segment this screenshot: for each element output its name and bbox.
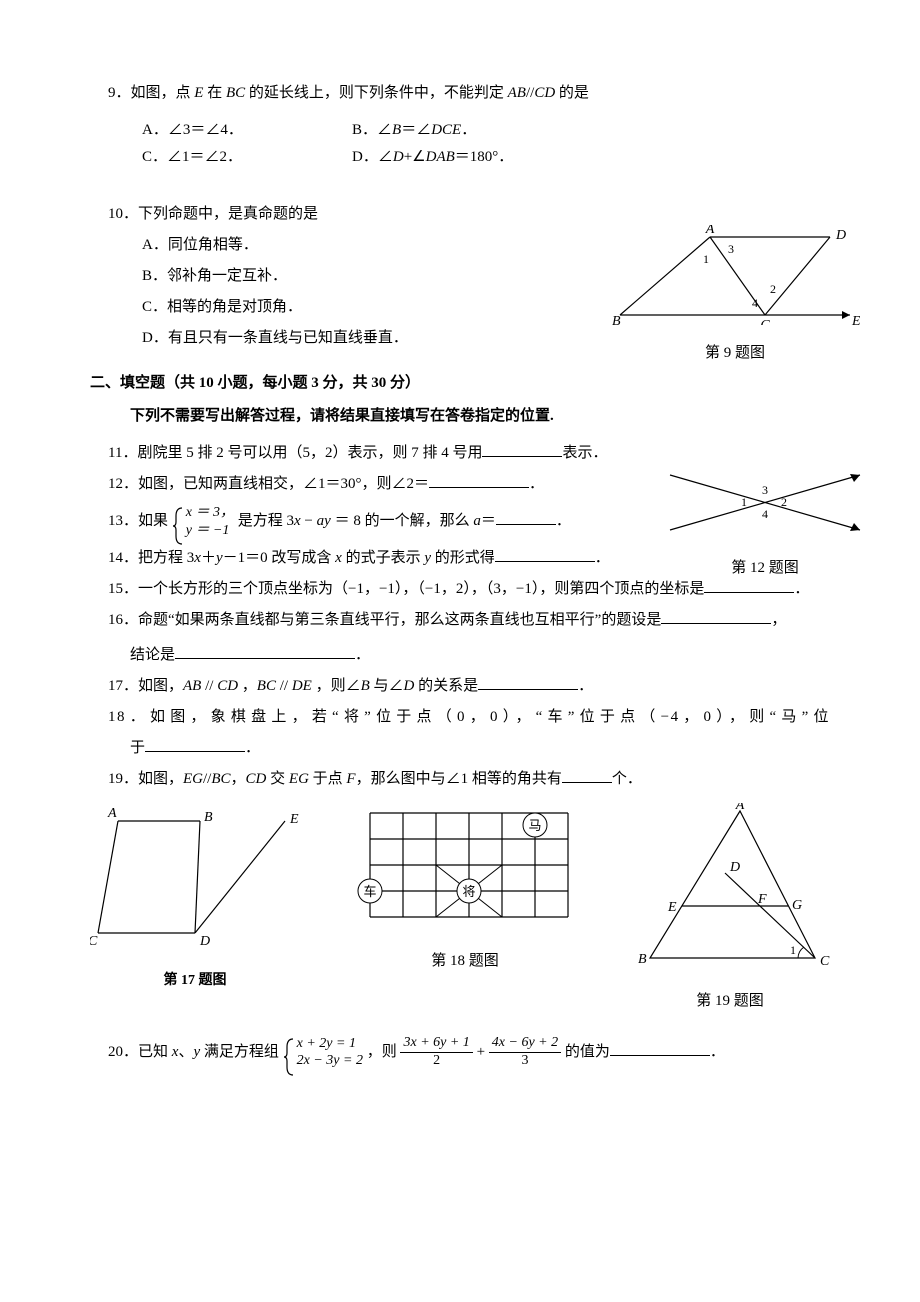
fig12-svg: 1 2 3 4: [665, 470, 865, 540]
q14-blank: [495, 561, 595, 562]
fig19-box: A B C D E F G 1 第 19 题图: [630, 803, 830, 1015]
svg-text:3: 3: [728, 242, 734, 256]
svg-text:D: D: [729, 860, 740, 875]
q10-stem: 10．下列命题中，是真命题的是: [90, 201, 830, 228]
q9-stem: 9．如图，点 E 在 BC 的延长线上，则下列条件中，不能判定 AB//CD 的…: [90, 80, 830, 107]
fig17-caption: 第 17 题图: [90, 968, 300, 993]
q16-blank1: [661, 623, 771, 624]
q18-blank: [145, 751, 245, 752]
svg-text:D: D: [835, 228, 846, 243]
fig17-box: A B C D E 第 17 题图: [90, 803, 300, 1015]
q12-blank: [429, 487, 529, 488]
fig18-box: 车 将 马 第 18 题图: [350, 803, 580, 1015]
section2-sub: 下列不需要写出解答过程，请将结果直接填写在答卷指定的位置.: [90, 403, 830, 430]
fig18-caption: 第 18 题图: [350, 948, 580, 975]
q16-l2: 结论是．: [90, 642, 830, 669]
q18-l2: 于．: [90, 735, 830, 762]
svg-text:B: B: [612, 314, 621, 325]
fig-row: A B C D E 第 17 题图: [90, 803, 830, 1015]
q17-blank: [478, 689, 578, 690]
q11-blank: [482, 456, 562, 457]
fig9-svg: A B C D E 1 3 2 4: [610, 225, 860, 325]
svg-text:3: 3: [762, 483, 768, 497]
q19-blank: [562, 782, 612, 783]
svg-text:A: A: [705, 225, 715, 237]
q19: 19．如图，EG//BC，CD 交 EG 于点 F，那么图中与∠1 相等的角共有…: [90, 766, 830, 793]
svg-text:2: 2: [781, 495, 787, 509]
svg-text:将: 将: [462, 884, 475, 899]
svg-text:G: G: [792, 898, 802, 913]
q20-frac1: 3x + 6y + 1 2: [400, 1035, 472, 1070]
q9-options-row2: C．∠1＝∠2． D．∠D+∠DAB＝180°．: [90, 144, 830, 171]
q9-optA: A．∠3＝∠4．: [142, 117, 352, 144]
fig9-caption: 第 9 题图: [610, 340, 860, 367]
svg-text:C: C: [760, 318, 770, 325]
svg-text:1: 1: [790, 943, 796, 957]
q17: 17．如图，AB // CD ，BC // DE ，则∠B 与∠D 的关系是．: [90, 673, 830, 700]
svg-text:D: D: [199, 934, 210, 949]
svg-text:1: 1: [703, 252, 709, 266]
svg-text:B: B: [638, 952, 647, 967]
svg-text:马: 马: [528, 818, 541, 833]
q20-frac2: 4x − 6y + 2 3: [489, 1035, 561, 1070]
svg-text:A: A: [107, 806, 117, 821]
svg-text:B: B: [204, 810, 213, 825]
q9-optD: D．∠D+∠DAB＝180°．: [352, 144, 830, 171]
q16-blank2: [175, 658, 355, 659]
fig12-container: 1 2 3 4 第 12 题图: [665, 470, 865, 582]
q20-blank: [610, 1055, 710, 1056]
svg-text:E: E: [289, 812, 299, 827]
svg-text:E: E: [851, 314, 860, 325]
q20: 20．已知 x、y 满足方程组 x + 2y = 1 2x − 3y = 2 ，…: [90, 1035, 830, 1070]
q13-brace: x ＝ 3， y ＝ −1: [172, 504, 234, 539]
q16-l1: 16．命题“如果两条直线都与第三条直线平行，那么这两条直线也互相平行”的题设是，: [90, 607, 830, 634]
svg-text:车: 车: [363, 884, 376, 899]
q11: 11．剧院里 5 排 2 号可以用（5，2）表示，则 7 排 4 号用表示．: [90, 440, 830, 467]
q20-brace: x + 2y = 1 2x − 3y = 2: [283, 1035, 363, 1070]
q9-optC: C．∠1＝∠2．: [142, 144, 352, 171]
q9-options-row1: A．∠3＝∠4． B．∠B＝∠DCE．: [90, 117, 830, 144]
svg-text:C: C: [90, 934, 98, 949]
q15-blank: [704, 592, 794, 593]
fig17-svg: A B C D E: [90, 803, 300, 953]
section2-title: 二、填空题（共 10 小题，每小题 3 分，共 30 分）: [90, 370, 830, 397]
q13-blank: [496, 524, 556, 525]
svg-text:F: F: [757, 892, 767, 907]
q18-l1: 18．如图，象棋盘上，若“将”位于点（0，0），“车”位于点（−4，0），则“马…: [90, 704, 830, 731]
fig18-svg: 车 将 马: [350, 803, 580, 933]
svg-text:4: 4: [752, 296, 758, 310]
fig12-caption: 第 12 题图: [665, 555, 865, 582]
svg-text:C: C: [820, 954, 830, 969]
svg-text:4: 4: [762, 507, 768, 521]
svg-text:E: E: [667, 900, 677, 915]
svg-text:2: 2: [770, 282, 776, 296]
q9-optB: B．∠B＝∠DCE．: [352, 117, 830, 144]
svg-text:A: A: [735, 803, 745, 813]
svg-text:1: 1: [741, 495, 747, 509]
fig19-caption: 第 19 题图: [630, 988, 830, 1015]
fig9-container: A B C D E 1 3 2 4 第 9 题图: [610, 225, 860, 367]
fig19-svg: A B C D E F G 1: [630, 803, 830, 973]
